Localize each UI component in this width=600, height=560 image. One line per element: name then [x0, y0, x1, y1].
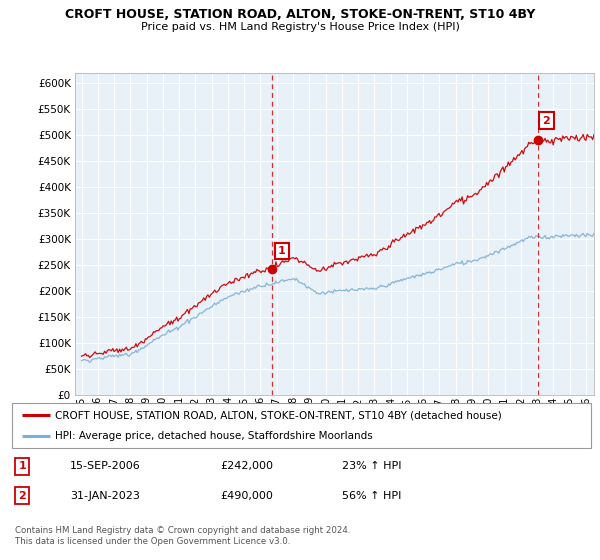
Text: 1: 1 — [19, 461, 26, 472]
Text: Price paid vs. HM Land Registry's House Price Index (HPI): Price paid vs. HM Land Registry's House … — [140, 22, 460, 32]
Text: 2: 2 — [19, 491, 26, 501]
Text: 2: 2 — [542, 115, 550, 125]
Text: 31-JAN-2023: 31-JAN-2023 — [70, 491, 140, 501]
Text: £242,000: £242,000 — [220, 461, 274, 472]
Text: CROFT HOUSE, STATION ROAD, ALTON, STOKE-ON-TRENT, ST10 4BY: CROFT HOUSE, STATION ROAD, ALTON, STOKE-… — [65, 8, 535, 21]
Text: HPI: Average price, detached house, Staffordshire Moorlands: HPI: Average price, detached house, Staf… — [55, 431, 373, 441]
Text: 15-SEP-2006: 15-SEP-2006 — [70, 461, 140, 472]
Text: CROFT HOUSE, STATION ROAD, ALTON, STOKE-ON-TRENT, ST10 4BY (detached house): CROFT HOUSE, STATION ROAD, ALTON, STOKE-… — [55, 410, 502, 421]
Text: 1: 1 — [278, 246, 286, 256]
Text: Contains HM Land Registry data © Crown copyright and database right 2024.
This d: Contains HM Land Registry data © Crown c… — [15, 526, 350, 546]
Text: £490,000: £490,000 — [220, 491, 274, 501]
Text: 56% ↑ HPI: 56% ↑ HPI — [342, 491, 401, 501]
Text: 23% ↑ HPI: 23% ↑ HPI — [342, 461, 401, 472]
